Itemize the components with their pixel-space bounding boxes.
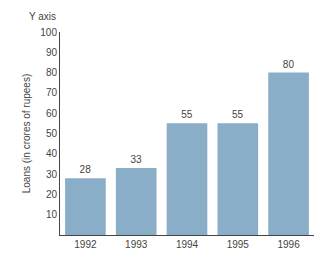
svg-text:100: 100: [40, 27, 57, 38]
svg-text:80: 80: [283, 59, 295, 70]
svg-text:60: 60: [46, 108, 58, 119]
svg-text:80: 80: [46, 67, 58, 78]
svg-text:10: 10: [46, 209, 58, 220]
svg-text:28: 28: [80, 164, 92, 175]
svg-text:1995: 1995: [227, 239, 250, 250]
svg-text:Loans (in crores of rupees): Loans (in crores of rupees): [21, 74, 32, 194]
svg-text:1996: 1996: [277, 239, 300, 250]
svg-text:33: 33: [130, 154, 142, 165]
svg-text:90: 90: [46, 47, 58, 58]
svg-text:50: 50: [46, 128, 58, 139]
svg-text:Y axis: Y axis: [29, 11, 56, 22]
svg-text:1994: 1994: [176, 239, 199, 250]
svg-text:55: 55: [181, 109, 193, 120]
svg-text:20: 20: [46, 189, 58, 200]
svg-text:1992: 1992: [74, 239, 97, 250]
svg-text:30: 30: [46, 169, 58, 180]
svg-text:40: 40: [46, 148, 58, 159]
svg-text:55: 55: [232, 109, 244, 120]
svg-text:1993: 1993: [125, 239, 148, 250]
svg-text:70: 70: [46, 87, 58, 98]
